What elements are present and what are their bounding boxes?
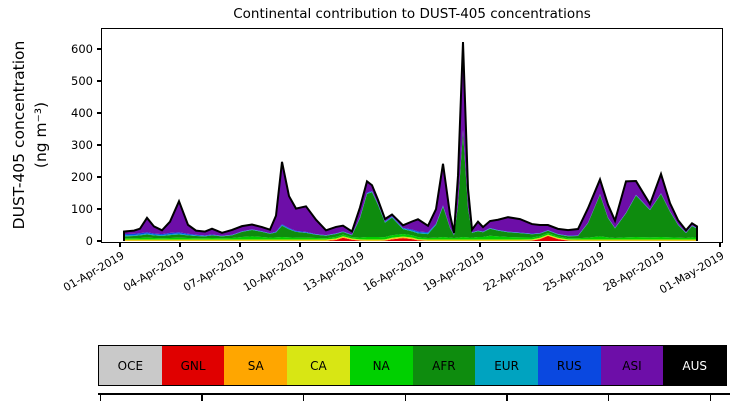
y-tick-label: 400 (71, 106, 93, 121)
chart-title: Continental contribution to DUST-405 con… (233, 6, 591, 22)
area-layer-CA (124, 234, 697, 241)
x-tick (359, 242, 361, 248)
x-tick (479, 242, 481, 248)
legend-swatch-ASI: ASI (600, 346, 664, 385)
legend-swatch-AUS: AUS (663, 346, 727, 385)
y-tick (96, 240, 102, 242)
legend-label: AFR (432, 358, 456, 373)
x-tick (179, 242, 181, 248)
area-layer-NA (124, 233, 697, 240)
x-tick (119, 242, 121, 248)
legend-swatch-SA: SA (224, 346, 288, 385)
area-layer-GNL (124, 235, 697, 241)
x-tick (719, 242, 721, 248)
legend-axis-tick (709, 394, 712, 401)
y-tick (96, 112, 102, 114)
x-tick-label: 10-Apr-2019 (241, 249, 307, 295)
area-layer-AUS (124, 41, 697, 233)
legend-axis-tick (201, 394, 203, 401)
legend-axis-tick (302, 394, 305, 401)
legend-label: GNL (180, 358, 206, 373)
x-tick-label: 04-Apr-2019 (121, 249, 187, 295)
x-tick (539, 242, 541, 248)
y-axis-label: DUST-405 concentration (ng m⁻³) (8, 0, 54, 285)
x-tick (419, 242, 421, 248)
legend-bar: OCE GNL SA CA NA AFR EUR RUS ASI AUS (98, 345, 727, 386)
x-tick-label: 13-Apr-2019 (301, 249, 367, 295)
y-tick (96, 48, 102, 50)
legend-label: NA (372, 358, 390, 373)
legend-axis-tick (99, 394, 101, 401)
y-tick-label: 0 (85, 234, 93, 248)
legend-label: AUS (682, 358, 707, 373)
x-tick-label: 22-Apr-2019 (481, 249, 547, 295)
legend-swatch-NA: NA (349, 346, 413, 385)
y-tick (96, 208, 102, 210)
legend-axis-tick (404, 394, 406, 401)
x-tick-label: 01-May-2019 (657, 249, 727, 297)
y-axis-label-line1: DUST-405 concentration (10, 40, 28, 230)
legend-swatch-OCE: OCE (99, 346, 162, 385)
y-tick-label: 300 (71, 138, 93, 153)
x-tick-label: 25-Apr-2019 (541, 249, 607, 295)
legend-swatch-EUR: EUR (475, 346, 538, 385)
x-tick (659, 242, 661, 248)
legend-axis-line (98, 393, 730, 395)
legend-label: RUS (556, 358, 582, 373)
x-tick (239, 242, 241, 248)
area-layer-AFR (124, 131, 697, 239)
y-tick (96, 80, 102, 82)
y-tick-label: 500 (71, 74, 93, 89)
stacked-area-chart (123, 41, 698, 241)
y-axis-label-line2: (ng m⁻³) (32, 101, 50, 169)
legend-axis-tick (506, 394, 508, 401)
y-tick (96, 176, 102, 178)
y-tick (96, 144, 102, 146)
y-tick-label: 200 (71, 170, 93, 185)
legend-swatch-AFR: AFR (412, 346, 476, 385)
legend-swatch-GNL: GNL (161, 346, 225, 385)
legend-swatch-CA: CA (287, 346, 350, 385)
legend-swatch-RUS: RUS (537, 346, 601, 385)
legend-axis-tick (608, 394, 610, 401)
x-tick-label: 16-Apr-2019 (361, 249, 427, 295)
x-tick-label: 07-Apr-2019 (181, 249, 247, 295)
legend-label: OCE (117, 358, 144, 373)
legend-label: ASI (622, 358, 642, 373)
x-tick (599, 242, 601, 248)
x-tick-label: 28-Apr-2019 (601, 249, 667, 295)
stack-total-outline (123, 41, 698, 241)
legend-label: CA (310, 358, 327, 373)
legend-label: SA (247, 358, 264, 373)
y-tick-label: 100 (71, 202, 93, 217)
x-tick (299, 242, 301, 248)
y-tick-label: 600 (71, 42, 93, 57)
area-layer-ASI (124, 41, 697, 236)
legend-label: EUR (494, 358, 519, 373)
x-tick-label: 19-Apr-2019 (421, 249, 487, 295)
